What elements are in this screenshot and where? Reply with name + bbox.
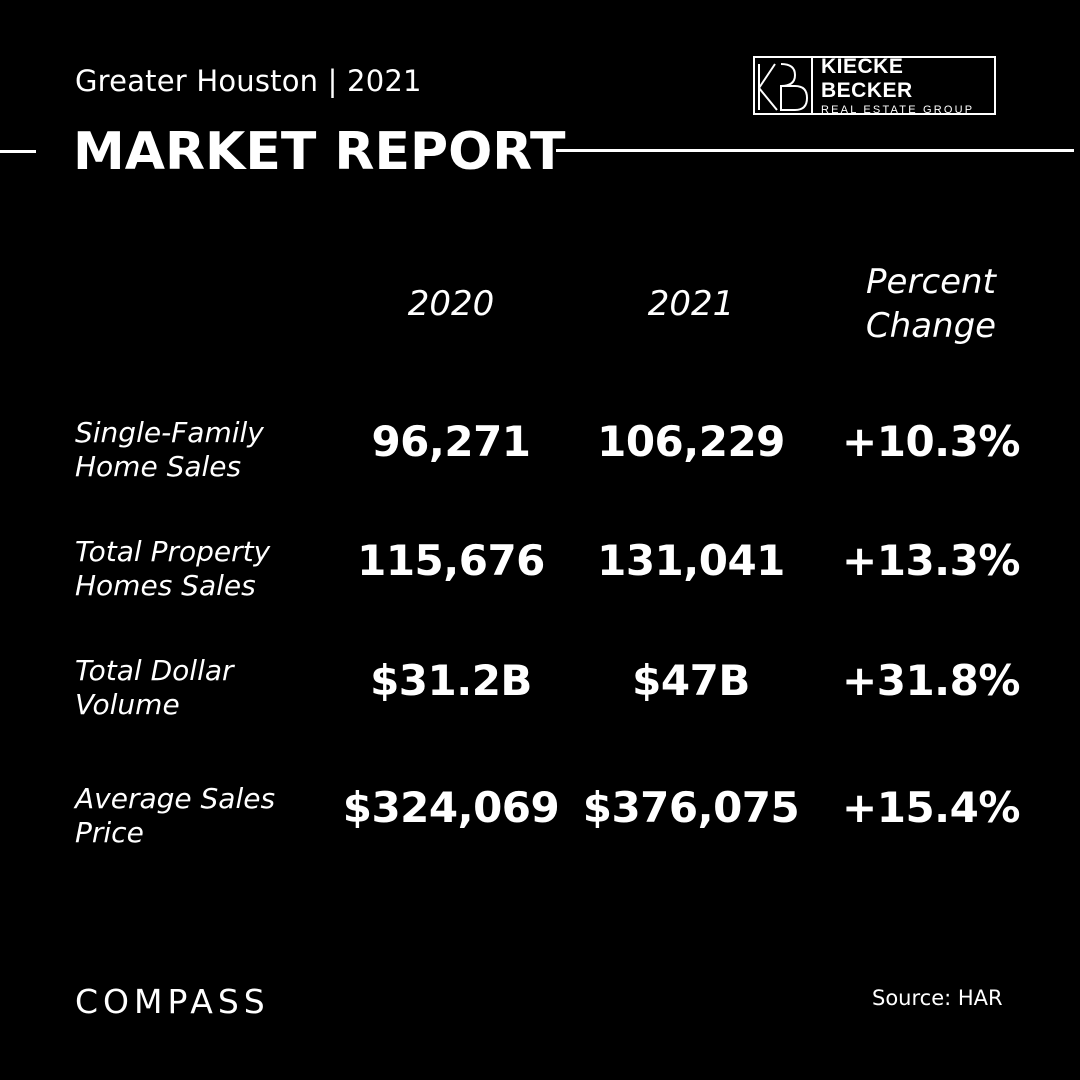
column-header-2021: 2021 [647,284,735,324]
column-header-percent-change: Percent Change [865,262,997,346]
page-title: MARKET REPORT [73,122,566,182]
value-2020: $324,069 [342,783,560,832]
source-note: Source: HAR [872,986,1003,1010]
right-rule [556,149,1074,152]
value-percent-change: +10.3% [842,417,1020,466]
compass-logo: COMPASS [75,982,270,1021]
page-subtitle: Greater Houston | 2021 [75,64,422,98]
value-2020: 96,271 [371,417,531,466]
logo-subname: REAL ESTATE GROUP [821,103,975,116]
value-2021: $376,075 [582,783,800,832]
value-2020: $31.2B [370,656,532,705]
left-rule [0,150,36,153]
row-label: Single-Family Home Sales [75,416,264,483]
column-header-2020: 2020 [407,284,495,324]
brand-logo: KIECKE BECKER REAL ESTATE GROUP [753,54,996,116]
logo-name: KIECKE BECKER [821,54,913,102]
kb-monogram-icon [755,58,813,113]
value-2020: 115,676 [357,536,545,585]
value-2021: 106,229 [597,417,785,466]
row-label: Average Sales Price [75,782,276,849]
value-2021: 131,041 [597,536,785,585]
value-percent-change: +15.4% [842,783,1020,832]
row-label: Total Property Homes Sales [75,535,271,602]
value-2021: $47B [632,656,750,705]
value-percent-change: +31.8% [842,656,1020,705]
value-percent-change: +13.3% [842,536,1020,585]
row-label: Total Dollar Volume [75,654,234,721]
